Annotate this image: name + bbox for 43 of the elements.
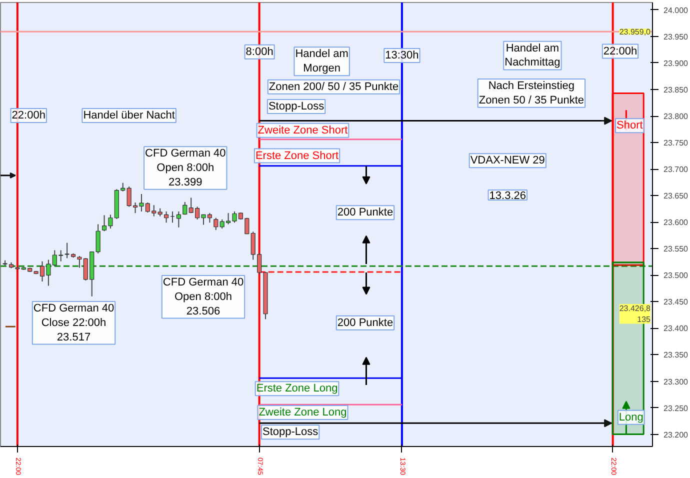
annotation: CFD German 40 Open 8:00h 23.399 [145,148,226,188]
y-tick-label: 23.450 [664,298,689,307]
annotation: Handel über Nacht [83,109,175,122]
annotation: 8:00h [246,46,274,58]
annotation: 23.426,8 135 [619,304,652,324]
annotation: Handel am Nachmittag [504,42,560,69]
annotation: CFD German 40 Close 22:00h 23.517 [33,302,114,344]
annotation: 22:00h [12,109,46,122]
annotation: Nach Ersteinstieg Zonen 50 / 35 Punkte [478,80,584,106]
y-tick-label: 23.750 [664,138,689,148]
y-tick-label: 23.900 [664,58,689,68]
annotation: Stopp-Loss [268,100,325,112]
y-tick-label: 23.700 [664,165,689,174]
y-tick-label: 23.800 [664,112,689,122]
annotation: VDAX-NEW 29 [470,154,545,167]
annotation: Handel am Morgen [295,48,348,75]
y-tick-label: 23.950 [664,32,689,42]
y-tick-label: 23.550 [664,244,689,254]
annotation: CFD German 40 Open 8:00h 23.506 [162,276,244,318]
annotation: Zweite Zone Long [258,406,347,419]
y-tick-label: 23.850 [664,85,689,94]
annotation: Long [618,411,644,424]
y-tick-label: 23.350 [664,350,689,360]
annotation: Zweite Zone Short [258,124,348,136]
annotation: 200 Punkte [337,206,394,219]
annotation: 200 Punkte [337,316,394,329]
y-tick-label: 23.200 [664,430,689,440]
y-tick-label: 23.500 [664,271,689,280]
y-tick-label: 23.300 [664,377,689,386]
annotation: Stopp-Loss [262,426,319,438]
annotation: Erste Zone Short [255,150,339,162]
y-tick-label: 23.400 [664,324,689,334]
ref-line-label: 23.959,0 [619,28,652,37]
annotation: 22:00h [603,45,638,58]
annotation: Short [616,120,643,132]
y-tick-label: 23.650 [664,192,689,201]
y-tick-label: 24.000 [664,6,689,15]
y-tick-label: 23.600 [664,218,689,228]
annotation: 13:30h [385,50,419,62]
annotation: Erste Zone Long [256,382,338,395]
annotation: Zonen 200/ 50 / 35 Punkte [268,80,399,93]
annotation: 13.3.26 [489,190,526,202]
y-tick-label: 23.250 [664,404,689,413]
